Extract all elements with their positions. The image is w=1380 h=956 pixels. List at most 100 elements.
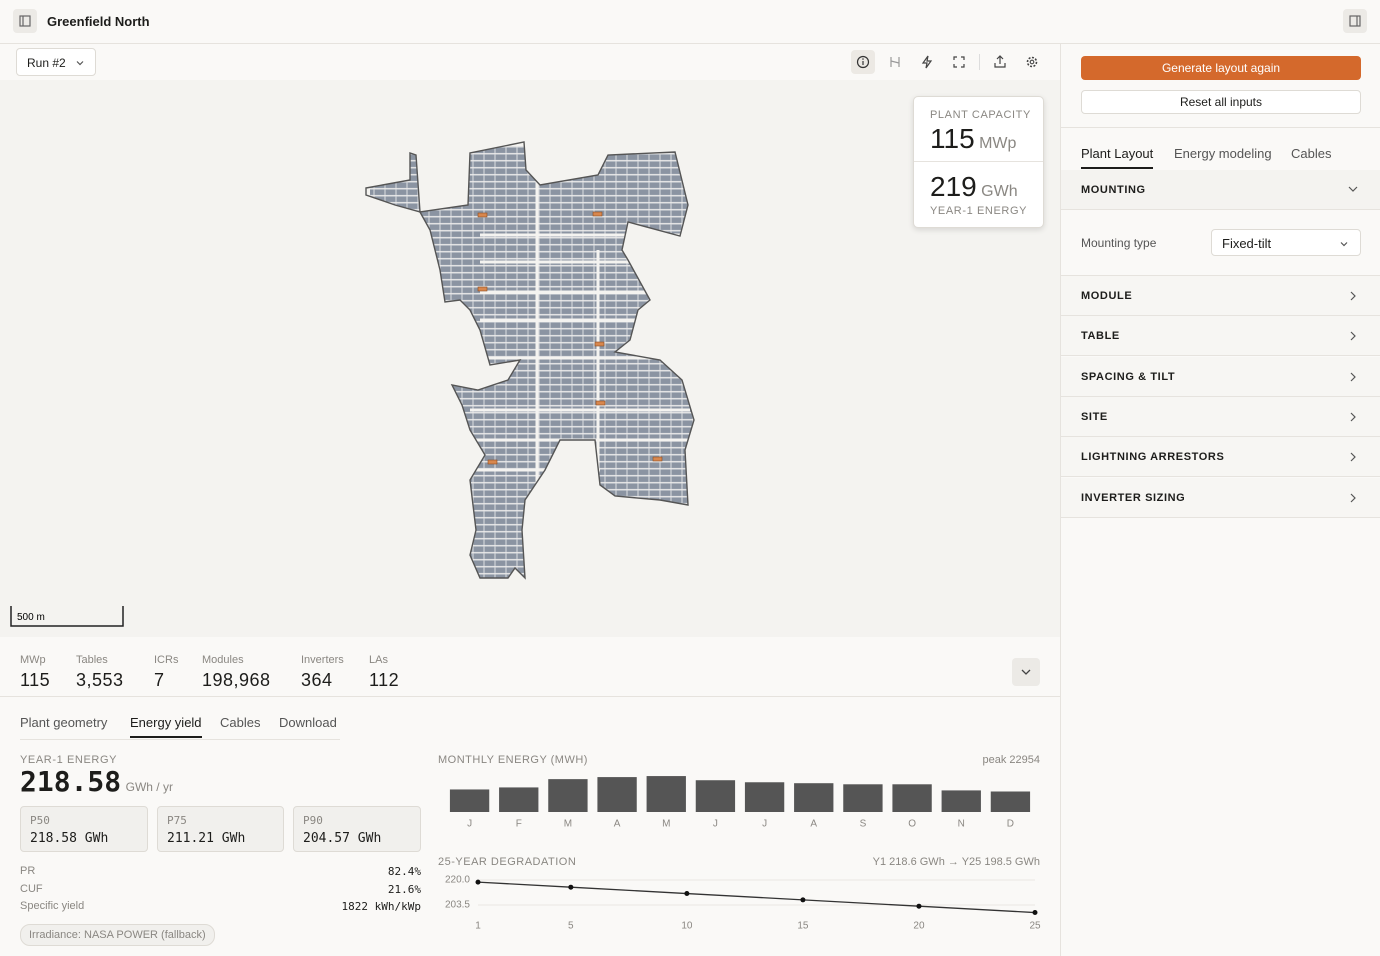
bar [449, 789, 490, 812]
reset-button[interactable]: Reset all inputs [1081, 90, 1361, 114]
panel-toggle[interactable] [1343, 9, 1367, 33]
x-tick-label: O [908, 819, 916, 830]
sidebar-toggle[interactable] [13, 9, 37, 33]
tab[interactable]: Cables [220, 715, 261, 730]
x-tick-label: M [564, 819, 572, 830]
y-tick-label: 203.5 [445, 900, 470, 911]
chevron [1350, 493, 1356, 502]
settings-button[interactable] [1020, 50, 1044, 74]
point [568, 884, 574, 890]
metric-value: 1822 kWh/kWp [341, 900, 421, 913]
run-label: Run #2 [27, 56, 66, 70]
scale-label: 500 m [17, 612, 45, 623]
icon [19, 15, 31, 27]
percentile-label: P75 [167, 814, 187, 827]
x-tick-label: 10 [681, 921, 693, 932]
project-title: Greenfield North [47, 14, 150, 29]
section-title: MOUNTING [1081, 184, 1146, 196]
section[interactable]: TABLE [1061, 316, 1380, 357]
percentile-card: P90 204.57 GWh [293, 806, 421, 852]
bar [892, 784, 932, 812]
scale-bar [10, 606, 124, 627]
chart-note: Y1 218.6 GWh → Y25 198.5 GWh [873, 856, 1040, 868]
stat-label: MWp [20, 654, 46, 666]
run-select[interactable]: Run #2 [16, 48, 96, 76]
sidebar-tab[interactable]: Energy modeling [1174, 146, 1272, 161]
capacity-value: 115 [930, 123, 975, 154]
field-label: Mounting type [1081, 236, 1157, 250]
chart-title: MONTHLY ENERGY (MWH) [438, 754, 588, 766]
x-tick-label: N [958, 819, 965, 830]
capacity-unit: MWp [979, 135, 1017, 152]
bar [744, 782, 785, 812]
divider [979, 54, 980, 70]
chevron [1350, 452, 1356, 462]
tab[interactable]: Download [279, 715, 337, 730]
chevron [1350, 412, 1356, 422]
tab[interactable]: Plant geometry [20, 715, 108, 730]
stat-value: 112 [369, 670, 400, 690]
metric-label: Specific yield [20, 900, 85, 912]
chevron [1350, 291, 1356, 301]
stat-value: 115 [20, 670, 51, 690]
x-tick-label: 20 [913, 921, 925, 932]
percentile-value: 211.21 GWh [167, 831, 246, 846]
x-tick-label: 5 [568, 921, 574, 932]
sidebar-tab[interactable]: Cables [1291, 146, 1332, 161]
section[interactable]: SITE [1061, 396, 1380, 437]
icon [1349, 15, 1361, 27]
info-button[interactable] [851, 50, 875, 74]
stat-value: 198,968 [202, 670, 271, 690]
energy-unit: GWh [981, 183, 1018, 200]
point [684, 891, 690, 897]
generate-button[interactable]: Generate layout again [1081, 56, 1361, 80]
inverters [477, 211, 663, 465]
x-tick-label: D [1007, 819, 1014, 830]
bar [646, 776, 686, 812]
section[interactable]: MODULE [1061, 276, 1380, 316]
tab-rule [20, 739, 340, 740]
header [0, 0, 1380, 44]
section[interactable]: LIGHTNING ARRESTORS [1061, 437, 1380, 478]
divider [1061, 275, 1380, 276]
collapse-button[interactable] [1012, 658, 1040, 686]
power-button[interactable] [915, 50, 939, 74]
energy-value: 219 [930, 171, 977, 202]
section-title: LIGHTNING ARRESTORS [1081, 451, 1225, 464]
share-button[interactable] [988, 50, 1012, 74]
percentile-card: P50 218.58 GWh [20, 806, 148, 852]
section[interactable]: INVERTER SIZING [1061, 477, 1380, 518]
route-button[interactable] [883, 50, 907, 74]
point [800, 897, 806, 903]
point [916, 903, 922, 909]
stat-value: 7 [154, 670, 165, 690]
section[interactable]: SPACING & TILT [1061, 356, 1380, 397]
x-tick-label: 25 [1029, 921, 1041, 932]
bar [941, 790, 981, 812]
percentile-value: 204.57 GWh [303, 831, 382, 846]
stat-label: LAs [369, 654, 388, 666]
metric-value: 82.4% [387, 865, 421, 878]
stat-value: 364 [301, 670, 333, 690]
mounting-select[interactable]: Fixed-tilt [1211, 229, 1361, 256]
yield-unit: GWh / yr [125, 780, 173, 794]
section-title: TABLE [1081, 330, 1120, 343]
bar [695, 780, 736, 812]
fullscreen-button[interactable] [947, 50, 971, 74]
metric-label: PR [20, 865, 36, 877]
capacity-card: PLANT CAPACITY 115 MWp 219 GWh YEAR-1 EN… [913, 96, 1044, 228]
section-title: SPACING & TILT [1081, 370, 1176, 383]
x-tick-label: 15 [797, 921, 809, 932]
x-tick-label: S [860, 819, 867, 830]
chevron [1021, 669, 1031, 675]
x-tick-label: 1 [475, 921, 481, 932]
tab[interactable]: Energy yield [130, 715, 202, 738]
divider [0, 696, 1060, 697]
divider [914, 161, 1043, 162]
bar [499, 787, 539, 812]
x-tick-label: A [810, 819, 817, 830]
section-mounting[interactable]: MOUNTING [1061, 170, 1380, 210]
sidebar-tab[interactable]: Plant Layout [1081, 146, 1154, 169]
point [1032, 910, 1038, 916]
